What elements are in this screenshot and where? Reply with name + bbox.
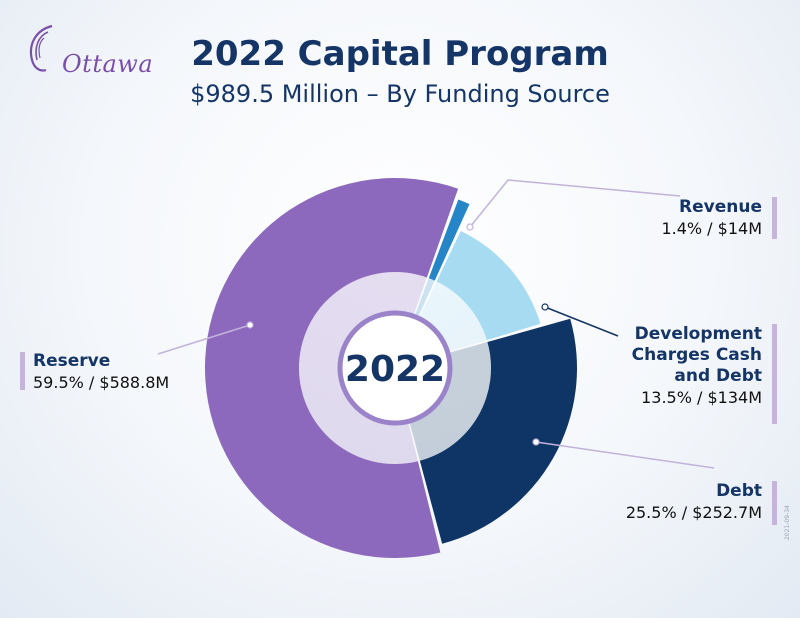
ottawa-logo-mark-icon: [29, 24, 53, 72]
reserve-label-value: 59.5% / $588.8M: [33, 373, 170, 392]
development-label-name-2: Charges Cash: [631, 345, 762, 365]
revenue-label-bar: [772, 197, 777, 239]
reserve-label-bar: [20, 352, 25, 390]
reserve-label: Reserve 59.5% / $588.8M: [33, 351, 169, 393]
debt-label: Debt 25.5% / $252.7M: [626, 481, 762, 523]
slice-debt: [419, 318, 577, 544]
page-title: 2022 Capital Program: [191, 34, 609, 74]
leader-line-reserve: [157, 324, 251, 355]
leader-line-development-charges-cash-and-debt: [544, 306, 619, 337]
development-label-value: 13.5% / $134M: [641, 388, 762, 407]
leader-dot-revenue: [466, 223, 474, 231]
debt-label-name: Debt: [716, 481, 762, 501]
document-stamp: 2021-09-34: [784, 505, 791, 540]
center-ring: [337, 310, 453, 426]
ottawa-logo: Ottawa: [22, 20, 154, 78]
leader-dot-development-charges-cash-and-debt: [541, 303, 549, 311]
revenue-label-name: Revenue: [679, 197, 762, 217]
slice-reserve: [205, 177, 459, 558]
debt-label-bar: [772, 481, 777, 525]
leader-dot-debt: [532, 438, 540, 446]
development-label-bar: [772, 324, 777, 424]
leader-line-debt: [535, 441, 715, 469]
development-label-name-1: Development: [634, 324, 762, 344]
slice-revenue: [428, 199, 470, 281]
reserve-label-name: Reserve: [33, 351, 111, 371]
leader-dot-reserve: [246, 321, 254, 329]
revenue-label-value: 1.4% / $14M: [661, 219, 762, 238]
leader-line-revenue: [469, 179, 681, 228]
revenue-label: Revenue 1.4% / $14M: [661, 197, 762, 239]
center-label: 2022: [345, 349, 445, 390]
logo-text: Ottawa: [62, 50, 154, 78]
development-label-name-3: and Debt: [674, 366, 762, 386]
development-label: Development Charges Cash and Debt 13.5% …: [632, 324, 762, 408]
slice-development-charges-cash-and-debt: [436, 230, 541, 341]
page-subtitle: $989.5 Million – By Funding Source: [190, 80, 610, 108]
debt-label-value: 25.5% / $252.7M: [625, 503, 762, 522]
